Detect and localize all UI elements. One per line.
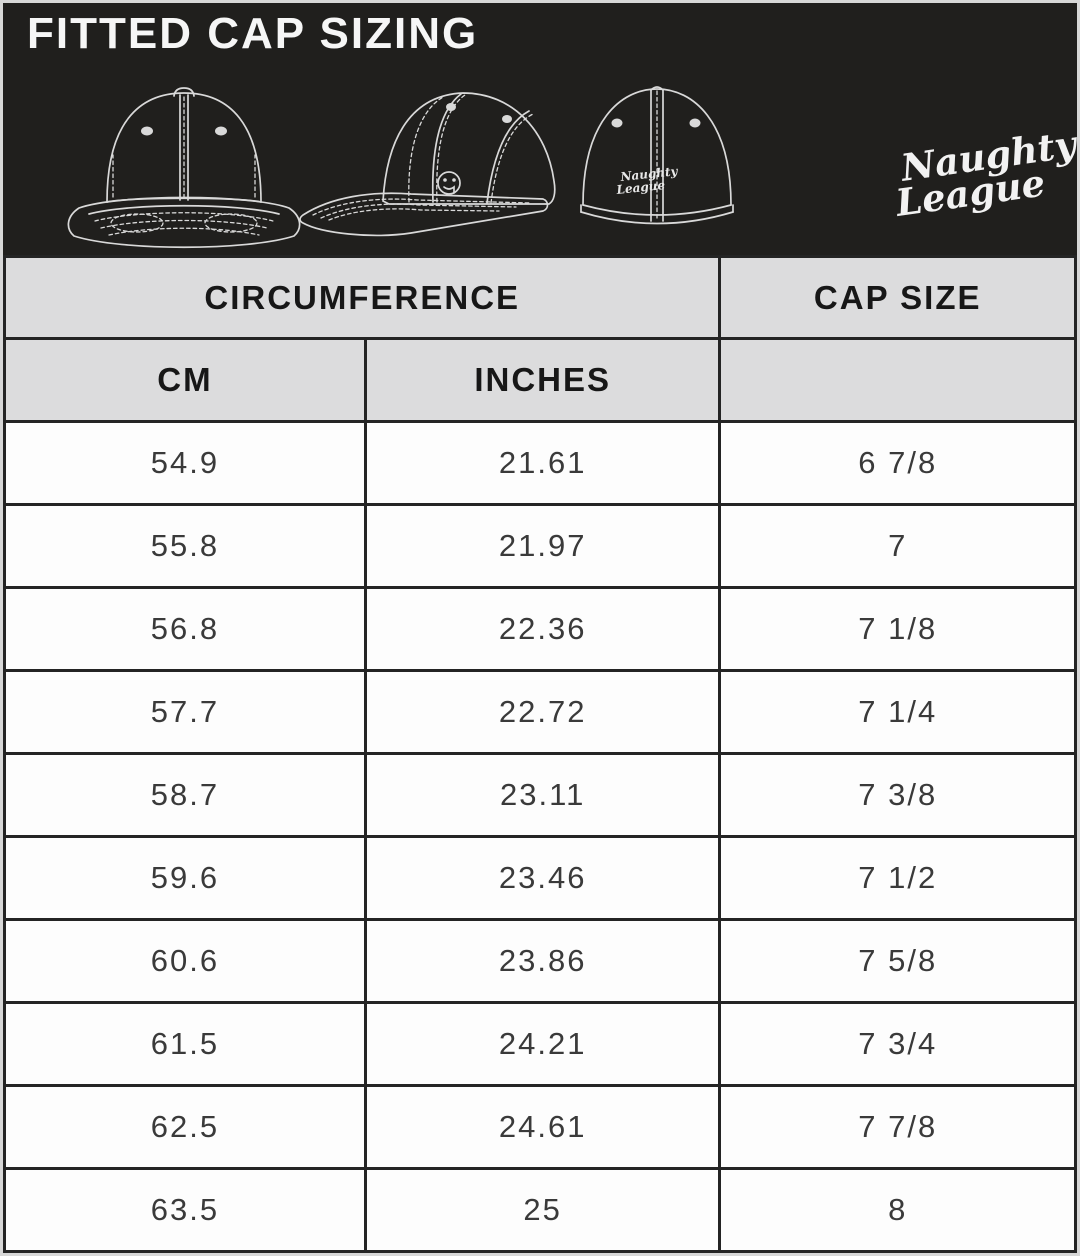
table-row: 55.8 21.97 7 xyxy=(3,503,1077,589)
cell-inches: 24.21 xyxy=(363,1001,722,1087)
table-row: 56.8 22.36 7 1/8 xyxy=(3,586,1077,672)
cell-cm: 61.5 xyxy=(3,1001,367,1087)
cell-cm: 55.8 xyxy=(3,503,367,589)
cell-cap-size: 7 7/8 xyxy=(718,1084,1077,1170)
cell-cap-size: 7 3/4 xyxy=(718,1001,1077,1087)
size-table-body: 54.9 21.61 6 7/8 55.8 21.97 7 56.8 22.36 7 1/8 57… xyxy=(3,420,1077,1253)
cell-cap-size: 7 1/8 xyxy=(718,586,1077,672)
table-row: 60.6 23.86 7 5/8 xyxy=(3,918,1077,1004)
cell-inches: 22.36 xyxy=(363,586,722,672)
cell-cm: 62.5 xyxy=(3,1084,367,1170)
cell-inches: 21.97 xyxy=(363,503,722,589)
cap-front-view-illustration xyxy=(67,87,301,249)
naughty-league-logo: Naughty League xyxy=(885,122,1077,225)
table-row: 54.9 21.61 6 7/8 xyxy=(3,420,1077,506)
cell-cm: 60.6 xyxy=(3,918,367,1004)
group-header-row: CIRCUMFERENCE CAP SIZE xyxy=(3,255,1077,340)
circumference-header: CIRCUMFERENCE xyxy=(3,255,722,340)
cell-inches: 23.46 xyxy=(363,835,722,921)
table-row: 59.6 23.46 7 1/2 xyxy=(3,835,1077,921)
cell-cm: 56.8 xyxy=(3,586,367,672)
cell-cm: 57.7 xyxy=(3,669,367,755)
header-banner: FITTED CAP SIZING xyxy=(3,3,1077,255)
cell-inches: 24.61 xyxy=(363,1084,722,1170)
cell-cap-size: 7 1/2 xyxy=(718,835,1077,921)
size-table: CIRCUMFERENCE CAP SIZE CM INCHES 54.9 21.… xyxy=(3,255,1077,1253)
cap-side-view-illustration xyxy=(299,92,556,237)
cell-cap-size: 7 3/8 xyxy=(718,752,1077,838)
table-row: 61.5 24.21 7 3/4 xyxy=(3,1001,1077,1087)
cell-inches: 23.86 xyxy=(363,918,722,1004)
cell-cm: 59.6 xyxy=(3,835,367,921)
cap-back-brand-script-2: League xyxy=(615,178,666,197)
table-row: 63.5 25 8 xyxy=(3,1167,1077,1253)
cap-back-view-illustration: Naughty League xyxy=(580,86,734,225)
cell-cm: 54.9 xyxy=(3,420,367,506)
cell-inches: 25 xyxy=(363,1167,722,1253)
cell-cap-size: 8 xyxy=(718,1167,1077,1253)
table-row: 57.7 22.72 7 1/4 xyxy=(3,669,1077,755)
cm-header: CM xyxy=(3,337,367,423)
table-row: 58.7 23.11 7 3/8 xyxy=(3,752,1077,838)
cell-cap-size: 6 7/8 xyxy=(718,420,1077,506)
cap-size-header: CAP SIZE xyxy=(718,255,1077,340)
inches-header: INCHES xyxy=(363,337,722,423)
cell-cap-size: 7 1/4 xyxy=(718,669,1077,755)
cell-cap-size: 7 5/8 xyxy=(718,918,1077,1004)
cell-inches: 23.11 xyxy=(363,752,722,838)
unit-header-row: CM INCHES xyxy=(3,337,1077,423)
cell-cm: 63.5 xyxy=(3,1167,367,1253)
cell-cm: 58.7 xyxy=(3,752,367,838)
page-title: FITTED CAP SIZING xyxy=(27,9,479,58)
cell-cap-size: 7 xyxy=(718,503,1077,589)
cell-inches: 21.61 xyxy=(363,420,722,506)
cap-size-empty-header xyxy=(718,337,1077,423)
table-row: 62.5 24.61 7 7/8 xyxy=(3,1084,1077,1170)
cap-back-brand-script: Naughty xyxy=(619,164,679,184)
cell-inches: 22.72 xyxy=(363,669,722,755)
